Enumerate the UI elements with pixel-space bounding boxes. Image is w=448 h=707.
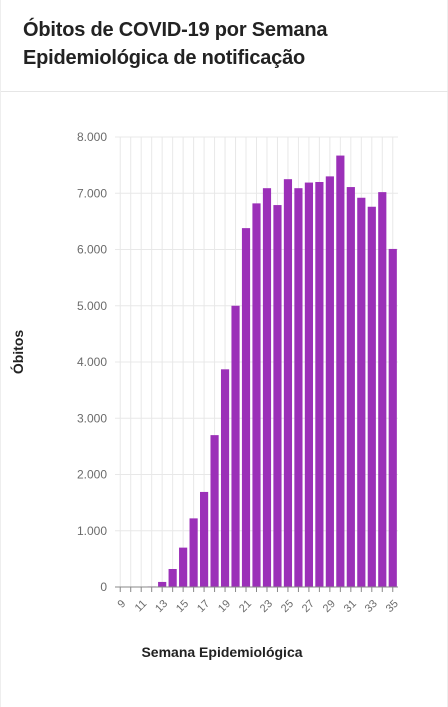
bar [378,192,387,587]
x-tick-label: 27 [300,598,317,615]
x-tick-label: 23 [258,598,275,615]
bar [294,188,303,587]
bar [304,182,313,587]
y-axis-title: Óbitos [9,330,26,375]
x-tick-label: 9 [116,598,129,611]
bar [158,581,167,587]
bar [325,176,334,587]
y-tick-label: 2.000 [77,468,107,482]
x-tick-label: 19 [216,598,233,615]
x-tick-label: 29 [321,598,338,615]
bar [220,369,230,587]
bar [346,187,355,587]
bar [367,206,376,587]
x-tick-label: 17 [195,598,212,615]
bar [241,228,251,587]
y-tick-label: 0 [100,580,107,594]
bars-layer [147,155,397,587]
x-tick-label: 35 [384,598,401,615]
bar [231,305,240,587]
x-tick-label: 31 [342,598,359,615]
chart-title: Óbitos de COVID-19 por Semana Epidemioló… [23,19,328,69]
bar [179,547,188,587]
y-tick-label: 7.000 [77,186,107,200]
bar-chart: 0 1.000 2.000 3.000 4.000 5.000 6.000 7.000 8.00… [9,130,401,660]
x-axis-ticks: 9 11 13 15 17 19 21 23 25 27 29 31 33 35 [116,587,401,615]
bar [210,435,219,587]
bar [336,155,345,587]
y-tick-label: 8.000 [77,130,107,144]
y-tick-label: 4.000 [77,355,107,369]
y-axis-ticks: 0 1.000 2.000 3.000 4.000 5.000 6.000 7.000 8.00… [77,130,107,594]
bar [252,203,261,587]
bar [262,188,272,587]
x-tick-label: 13 [153,598,170,615]
x-tick-label: 25 [279,598,296,615]
bar [168,569,177,587]
x-tick-label: 11 [133,598,150,615]
bar [357,197,366,587]
bar [315,182,324,587]
bar [189,518,198,587]
bar [283,179,293,587]
x-axis-title: Semana Epidemiológica [141,644,302,660]
bar [200,491,209,587]
chart-header: Óbitos de COVID-19 por Semana Epidemioló… [1,0,448,92]
y-tick-label: 6.000 [77,243,107,257]
x-tick-label: 21 [237,598,254,615]
y-tick-label: 3.000 [77,411,107,425]
y-tick-label: 1.000 [77,524,107,538]
bar [273,205,282,587]
x-tick-label: 15 [174,598,191,615]
y-tick-label: 5.000 [77,299,107,313]
x-tick-label: 33 [363,598,380,615]
bar [388,248,397,587]
